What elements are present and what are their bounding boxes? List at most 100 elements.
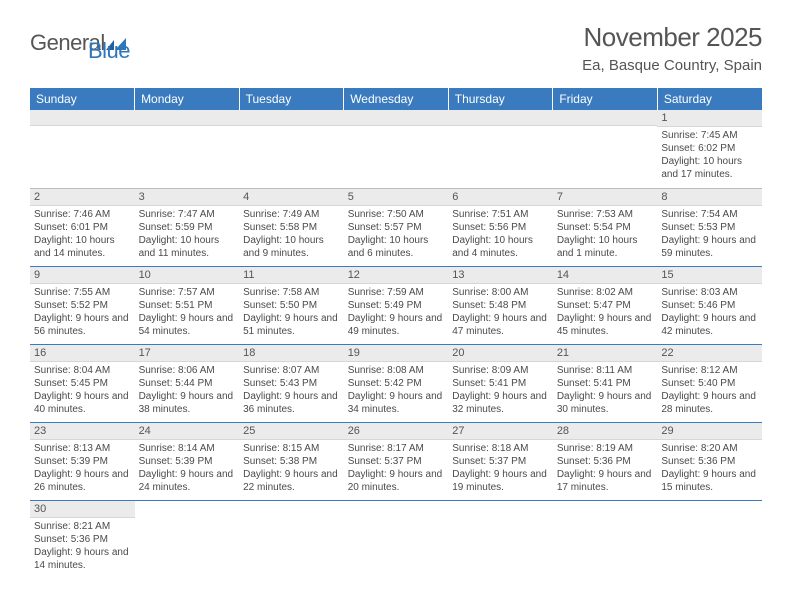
- week-row: 16Sunrise: 8:04 AMSunset: 5:45 PMDayligh…: [30, 344, 762, 422]
- day-cell: 13Sunrise: 8:00 AMSunset: 5:48 PMDayligh…: [448, 266, 553, 344]
- day-number: 27: [448, 423, 553, 440]
- sunset-text: Sunset: 5:39 PM: [34, 455, 131, 468]
- day-number: 14: [553, 267, 658, 284]
- day-cell: 5Sunrise: 7:50 AMSunset: 5:57 PMDaylight…: [344, 188, 449, 266]
- day-number: 21: [553, 345, 658, 362]
- empty-cell: [239, 110, 344, 188]
- day-detail: Sunrise: 8:13 AMSunset: 5:39 PMDaylight:…: [30, 440, 135, 496]
- weekday-monday: Monday: [135, 88, 240, 110]
- logo: General Blue: [30, 22, 150, 64]
- sunset-text: Sunset: 5:41 PM: [452, 377, 549, 390]
- sunset-text: Sunset: 5:54 PM: [557, 221, 654, 234]
- day-detail: Sunrise: 7:55 AMSunset: 5:52 PMDaylight:…: [30, 284, 135, 340]
- sunrise-text: Sunrise: 8:18 AM: [452, 442, 549, 455]
- sunset-text: Sunset: 5:47 PM: [557, 299, 654, 312]
- sunrise-text: Sunrise: 8:19 AM: [557, 442, 654, 455]
- sunrise-text: Sunrise: 8:07 AM: [243, 364, 340, 377]
- sunset-text: Sunset: 5:51 PM: [139, 299, 236, 312]
- daylight-text: Daylight: 9 hours and 47 minutes.: [452, 312, 549, 338]
- week-row: 23Sunrise: 8:13 AMSunset: 5:39 PMDayligh…: [30, 422, 762, 500]
- daylight-text: Daylight: 10 hours and 4 minutes.: [452, 234, 549, 260]
- sunset-text: Sunset: 5:36 PM: [34, 533, 131, 546]
- sunrise-text: Sunrise: 7:49 AM: [243, 208, 340, 221]
- day-detail: Sunrise: 8:03 AMSunset: 5:46 PMDaylight:…: [657, 284, 762, 340]
- day-cell: 3Sunrise: 7:47 AMSunset: 5:59 PMDaylight…: [135, 188, 240, 266]
- weekday-thursday: Thursday: [448, 88, 553, 110]
- day-number: 2: [30, 189, 135, 206]
- sunrise-text: Sunrise: 8:15 AM: [243, 442, 340, 455]
- daylight-text: Daylight: 9 hours and 14 minutes.: [34, 546, 131, 572]
- sunset-text: Sunset: 5:45 PM: [34, 377, 131, 390]
- weekday-friday: Friday: [553, 88, 658, 110]
- daylight-text: Daylight: 9 hours and 26 minutes.: [34, 468, 131, 494]
- daylight-text: Daylight: 9 hours and 38 minutes.: [139, 390, 236, 416]
- day-cell: 26Sunrise: 8:17 AMSunset: 5:37 PMDayligh…: [344, 422, 449, 500]
- day-detail: Sunrise: 7:59 AMSunset: 5:49 PMDaylight:…: [344, 284, 449, 340]
- daylight-text: Daylight: 9 hours and 42 minutes.: [661, 312, 758, 338]
- day-detail: Sunrise: 7:58 AMSunset: 5:50 PMDaylight:…: [239, 284, 344, 340]
- day-cell: 28Sunrise: 8:19 AMSunset: 5:36 PMDayligh…: [553, 422, 658, 500]
- day-detail: Sunrise: 8:17 AMSunset: 5:37 PMDaylight:…: [344, 440, 449, 496]
- sunset-text: Sunset: 5:49 PM: [348, 299, 445, 312]
- sunset-text: Sunset: 5:57 PM: [348, 221, 445, 234]
- week-row: 30Sunrise: 8:21 AMSunset: 5:36 PMDayligh…: [30, 500, 762, 578]
- daylight-text: Daylight: 10 hours and 11 minutes.: [139, 234, 236, 260]
- day-number: 22: [657, 345, 762, 362]
- day-cell: 23Sunrise: 8:13 AMSunset: 5:39 PMDayligh…: [30, 422, 135, 500]
- day-number: 23: [30, 423, 135, 440]
- day-cell: 4Sunrise: 7:49 AMSunset: 5:58 PMDaylight…: [239, 188, 344, 266]
- daylight-text: Daylight: 9 hours and 56 minutes.: [34, 312, 131, 338]
- day-detail: Sunrise: 8:04 AMSunset: 5:45 PMDaylight:…: [30, 362, 135, 418]
- day-cell: 1Sunrise: 7:45 AMSunset: 6:02 PMDaylight…: [657, 110, 762, 188]
- day-detail: Sunrise: 8:19 AMSunset: 5:36 PMDaylight:…: [553, 440, 658, 496]
- daylight-text: Daylight: 9 hours and 15 minutes.: [661, 468, 758, 494]
- empty-cell: [344, 500, 449, 578]
- sunrise-text: Sunrise: 8:06 AM: [139, 364, 236, 377]
- day-number: 12: [344, 267, 449, 284]
- day-number: 16: [30, 345, 135, 362]
- daylight-text: Daylight: 9 hours and 59 minutes.: [661, 234, 758, 260]
- day-number: 26: [344, 423, 449, 440]
- day-number: 6: [448, 189, 553, 206]
- empty-cell: [448, 110, 553, 188]
- title-block: November 2025 Ea, Basque Country, Spain: [582, 22, 762, 74]
- sunrise-text: Sunrise: 8:00 AM: [452, 286, 549, 299]
- daylight-text: Daylight: 9 hours and 45 minutes.: [557, 312, 654, 338]
- day-cell: 14Sunrise: 8:02 AMSunset: 5:47 PMDayligh…: [553, 266, 658, 344]
- day-detail: Sunrise: 7:50 AMSunset: 5:57 PMDaylight:…: [344, 206, 449, 262]
- day-detail: Sunrise: 8:12 AMSunset: 5:40 PMDaylight:…: [657, 362, 762, 418]
- day-number: 7: [553, 189, 658, 206]
- day-cell: 8Sunrise: 7:54 AMSunset: 5:53 PMDaylight…: [657, 188, 762, 266]
- header: General Blue November 2025 Ea, Basque Co…: [0, 0, 792, 82]
- day-number: 25: [239, 423, 344, 440]
- day-detail: Sunrise: 8:11 AMSunset: 5:41 PMDaylight:…: [553, 362, 658, 418]
- day-cell: 17Sunrise: 8:06 AMSunset: 5:44 PMDayligh…: [135, 344, 240, 422]
- day-detail: Sunrise: 8:07 AMSunset: 5:43 PMDaylight:…: [239, 362, 344, 418]
- day-detail: Sunrise: 7:46 AMSunset: 6:01 PMDaylight:…: [30, 206, 135, 262]
- empty-cell: [553, 500, 658, 578]
- day-cell: 16Sunrise: 8:04 AMSunset: 5:45 PMDayligh…: [30, 344, 135, 422]
- day-number: 1: [657, 110, 762, 127]
- sunrise-text: Sunrise: 7:54 AM: [661, 208, 758, 221]
- sunrise-text: Sunrise: 7:45 AM: [661, 129, 758, 142]
- day-number: 11: [239, 267, 344, 284]
- day-detail: Sunrise: 7:54 AMSunset: 5:53 PMDaylight:…: [657, 206, 762, 262]
- day-number: 9: [30, 267, 135, 284]
- day-detail: Sunrise: 8:21 AMSunset: 5:36 PMDaylight:…: [30, 518, 135, 574]
- sunset-text: Sunset: 5:44 PM: [139, 377, 236, 390]
- daylight-text: Daylight: 9 hours and 22 minutes.: [243, 468, 340, 494]
- week-row: 1Sunrise: 7:45 AMSunset: 6:02 PMDaylight…: [30, 110, 762, 188]
- location-label: Ea, Basque Country, Spain: [582, 57, 762, 74]
- day-detail: Sunrise: 8:06 AMSunset: 5:44 PMDaylight:…: [135, 362, 240, 418]
- daylight-text: Daylight: 10 hours and 14 minutes.: [34, 234, 131, 260]
- daylight-text: Daylight: 10 hours and 6 minutes.: [348, 234, 445, 260]
- sunrise-text: Sunrise: 8:13 AM: [34, 442, 131, 455]
- day-detail: Sunrise: 7:47 AMSunset: 5:59 PMDaylight:…: [135, 206, 240, 262]
- sunset-text: Sunset: 5:38 PM: [243, 455, 340, 468]
- daylight-text: Daylight: 10 hours and 1 minute.: [557, 234, 654, 260]
- sunset-text: Sunset: 5:36 PM: [557, 455, 654, 468]
- day-number: 3: [135, 189, 240, 206]
- sunrise-text: Sunrise: 8:04 AM: [34, 364, 131, 377]
- sunrise-text: Sunrise: 8:09 AM: [452, 364, 549, 377]
- day-detail: Sunrise: 8:02 AMSunset: 5:47 PMDaylight:…: [553, 284, 658, 340]
